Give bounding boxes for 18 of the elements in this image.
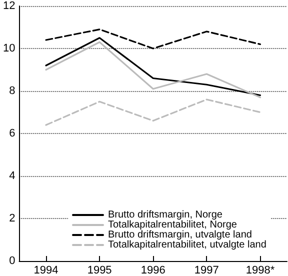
x-tick-label: 1994 (34, 264, 58, 276)
y-tick-label: 2 (9, 212, 16, 224)
line-series (45, 28, 262, 50)
legend-label: Brutto driftsmargin, Norge (108, 210, 223, 220)
x-tick-label: 1996 (140, 264, 166, 276)
x-tick-label: 1995 (87, 264, 112, 276)
y-tick-label: 4 (9, 170, 16, 182)
y-tick-label: 12 (2, 0, 16, 12)
x-tick-label: 1998* (246, 264, 276, 276)
legend-label: Totalkapitalrentabilitet, Norge (108, 220, 238, 230)
x-tick-label: 1997 (194, 264, 219, 276)
legend-label: Brutto driftsmargin, utvalgte land (108, 230, 252, 240)
y-tick-label: 0 (9, 255, 16, 267)
y-tick-label: 8 (9, 85, 16, 97)
line-series (45, 98, 262, 126)
y-tick-label: 6 (9, 128, 16, 140)
y-tick-label: 10 (2, 42, 16, 54)
legend-label: Totalkapitalrentabilitet, utvalgte land (108, 240, 266, 250)
